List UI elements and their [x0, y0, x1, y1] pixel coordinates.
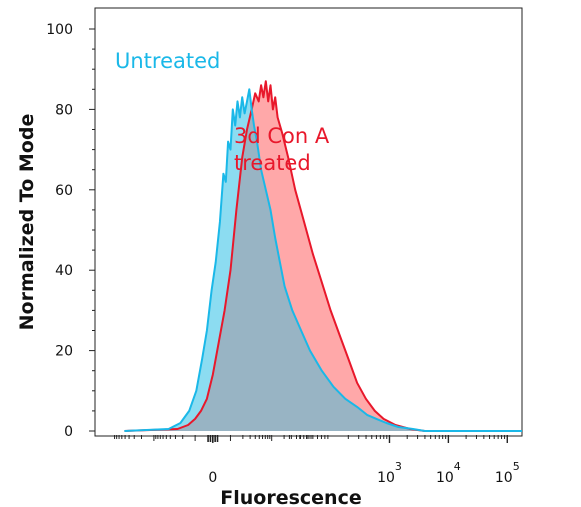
y-tick-label: 60: [55, 183, 73, 199]
x-tick-label: 0: [208, 470, 217, 486]
y-tick-label: 40: [55, 263, 73, 279]
x-tick-label: 104: [436, 460, 461, 486]
x-tick-label: 105: [495, 460, 520, 486]
annotation-treated-line1: 3d Con A: [234, 124, 330, 148]
series-area-overlap: [124, 89, 522, 431]
y-tick-label: 100: [46, 22, 73, 38]
annotation-untreated: Untreated: [115, 49, 220, 73]
x-axis-title: Fluorescence: [220, 487, 361, 507]
y-tick-label: 20: [55, 344, 73, 360]
series-line-treated: [124, 80, 522, 432]
y-tick-label: 0: [64, 424, 73, 440]
y-axis-title: Normalized To Mode: [16, 114, 38, 331]
y-tick-label: 80: [55, 102, 73, 118]
series-line-untreated: [124, 88, 522, 432]
annotation-treated-line2: treated: [234, 151, 311, 175]
x-tick-label: 103: [377, 460, 402, 486]
